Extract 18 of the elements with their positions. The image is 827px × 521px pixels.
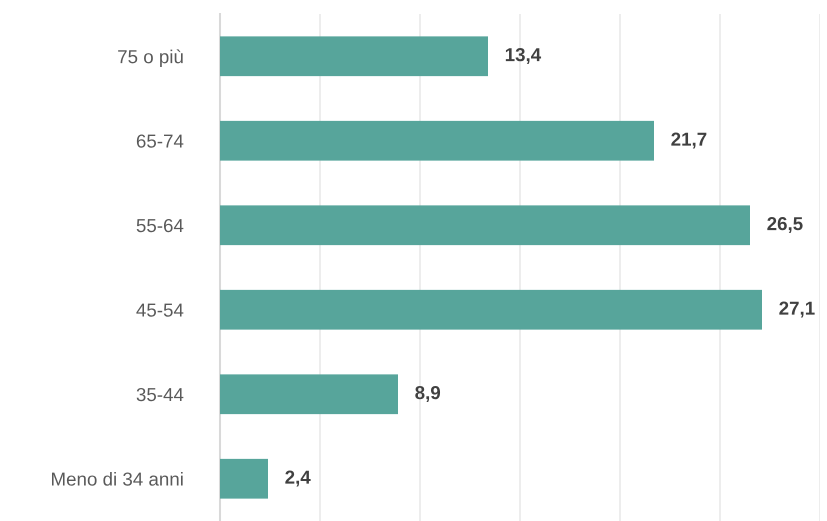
y-tick-label: 45-54 xyxy=(136,304,184,317)
y-tick-label: 75 o più xyxy=(118,49,183,68)
data-label: 21,7 xyxy=(671,132,706,148)
y-tick-label: Meno di 34 anni xyxy=(52,472,183,486)
data-label: 2,4 xyxy=(285,470,311,486)
data-label: 8,9 xyxy=(415,386,440,402)
bar xyxy=(220,36,488,76)
bar xyxy=(220,120,654,161)
bar xyxy=(220,374,398,414)
y-tick-label: 55-64 xyxy=(136,218,184,232)
data-label: 13,4 xyxy=(506,48,542,64)
bar xyxy=(220,205,750,246)
bar xyxy=(220,290,762,330)
data-label: 27,1 xyxy=(779,302,815,318)
y-tick-label: 35-44 xyxy=(136,388,184,402)
y-tick-label: 65-74 xyxy=(136,134,184,148)
data-label: 26,5 xyxy=(767,217,803,233)
bar xyxy=(220,458,268,499)
